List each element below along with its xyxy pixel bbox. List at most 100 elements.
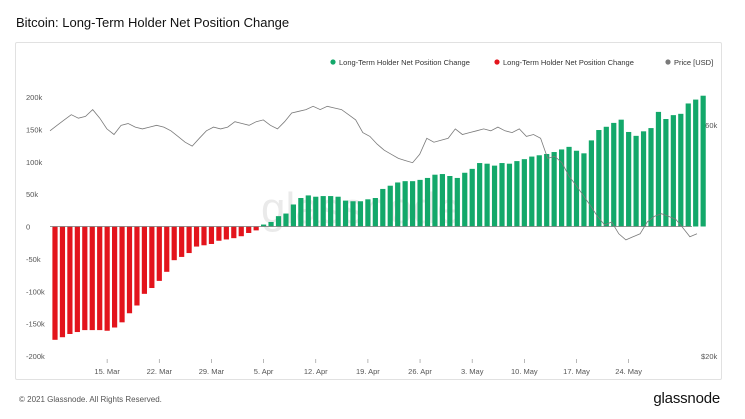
bar[interactable] [603, 126, 609, 227]
bar[interactable] [417, 179, 423, 227]
bar[interactable] [238, 226, 244, 237]
bar[interactable] [454, 177, 460, 227]
bar[interactable] [521, 159, 527, 227]
brand-logo[interactable]: glassnode [653, 390, 720, 407]
bar[interactable] [67, 226, 73, 334]
bar[interactable] [223, 226, 229, 240]
bar[interactable] [275, 216, 282, 227]
legend-label[interactable]: Long-Term Holder Net Position Change [503, 58, 634, 67]
bar[interactable] [663, 119, 669, 227]
y-tick-label: 200k [26, 93, 43, 102]
bar[interactable] [491, 165, 498, 227]
bar[interactable] [514, 161, 520, 227]
bar[interactable] [372, 198, 378, 227]
bar[interactable] [477, 163, 483, 227]
bar[interactable] [439, 174, 445, 227]
legend-label[interactable]: Price [USD] [674, 58, 713, 67]
bar[interactable] [261, 224, 267, 227]
bar[interactable] [134, 226, 140, 306]
bar[interactable] [164, 226, 170, 272]
y-tick-label: 50k [26, 190, 38, 199]
bar[interactable] [149, 226, 155, 289]
bar[interactable] [447, 176, 453, 227]
bar[interactable] [82, 226, 88, 331]
bar[interactable] [611, 122, 617, 227]
bar[interactable] [387, 185, 393, 227]
bar[interactable] [402, 181, 408, 227]
bar[interactable] [544, 153, 550, 227]
bar[interactable] [588, 140, 594, 227]
legend-marker [494, 59, 500, 65]
bar[interactable] [685, 103, 691, 227]
bar[interactable] [551, 152, 557, 227]
bar[interactable] [357, 201, 364, 227]
bar[interactable] [179, 226, 185, 257]
bar[interactable] [104, 226, 110, 331]
bar[interactable] [201, 226, 207, 246]
bar[interactable] [700, 95, 706, 227]
bar[interactable] [89, 226, 95, 331]
bar[interactable] [693, 99, 699, 227]
bar[interactable] [335, 196, 341, 227]
y-right-tick-label: $60k [701, 121, 718, 130]
bar[interactable] [484, 163, 490, 227]
bar[interactable] [469, 168, 475, 227]
bar[interactable] [670, 115, 676, 227]
bar[interactable] [410, 181, 416, 227]
bar[interactable] [305, 195, 311, 227]
bar[interactable] [119, 226, 125, 323]
bar[interactable] [618, 119, 624, 227]
bar[interactable] [365, 199, 371, 227]
bar[interactable] [52, 226, 58, 340]
bar[interactable] [208, 226, 215, 244]
y-right-tick-label: $20k [701, 352, 718, 361]
bar[interactable] [573, 150, 580, 227]
bar[interactable] [566, 146, 572, 227]
bar[interactable] [424, 177, 431, 227]
bar[interactable] [596, 130, 602, 227]
bar[interactable] [268, 221, 274, 227]
bar[interactable] [74, 226, 80, 333]
bar[interactable] [633, 135, 639, 227]
bar[interactable] [141, 226, 147, 294]
bar[interactable] [156, 226, 162, 281]
bar[interactable] [506, 163, 513, 227]
legend-label[interactable]: Long-Term Holder Net Position Change [339, 58, 470, 67]
bar[interactable] [253, 226, 259, 231]
bar[interactable] [640, 131, 647, 227]
bar[interactable] [97, 226, 103, 331]
bar[interactable] [342, 200, 349, 227]
bar[interactable] [350, 201, 356, 227]
bar[interactable] [283, 213, 289, 227]
bar[interactable] [462, 172, 468, 227]
bar[interactable] [290, 204, 296, 227]
bar[interactable] [186, 226, 192, 254]
bar[interactable] [678, 113, 684, 227]
bar[interactable] [432, 174, 438, 227]
bar[interactable] [559, 149, 565, 227]
price-line [49, 105, 698, 241]
bar[interactable] [171, 226, 177, 261]
bar[interactable] [581, 153, 587, 227]
y-tick-label: -50k [26, 255, 41, 264]
bar[interactable] [216, 226, 222, 241]
bar[interactable] [648, 128, 654, 227]
bar[interactable] [499, 163, 505, 227]
bar[interactable] [59, 226, 66, 338]
bar[interactable] [395, 182, 401, 227]
bar[interactable] [246, 226, 252, 233]
bar[interactable] [328, 196, 334, 227]
bar[interactable] [193, 226, 200, 247]
bar[interactable] [536, 155, 542, 227]
bar[interactable] [231, 226, 237, 239]
bar[interactable] [626, 131, 632, 227]
bar[interactable] [298, 198, 304, 227]
bar[interactable] [320, 196, 326, 227]
bar[interactable] [380, 188, 386, 227]
bar[interactable] [655, 111, 662, 227]
bar[interactable] [529, 156, 535, 227]
bar[interactable] [313, 196, 319, 227]
legend-marker [665, 59, 671, 65]
bar[interactable] [112, 226, 118, 328]
bar[interactable] [126, 226, 133, 314]
